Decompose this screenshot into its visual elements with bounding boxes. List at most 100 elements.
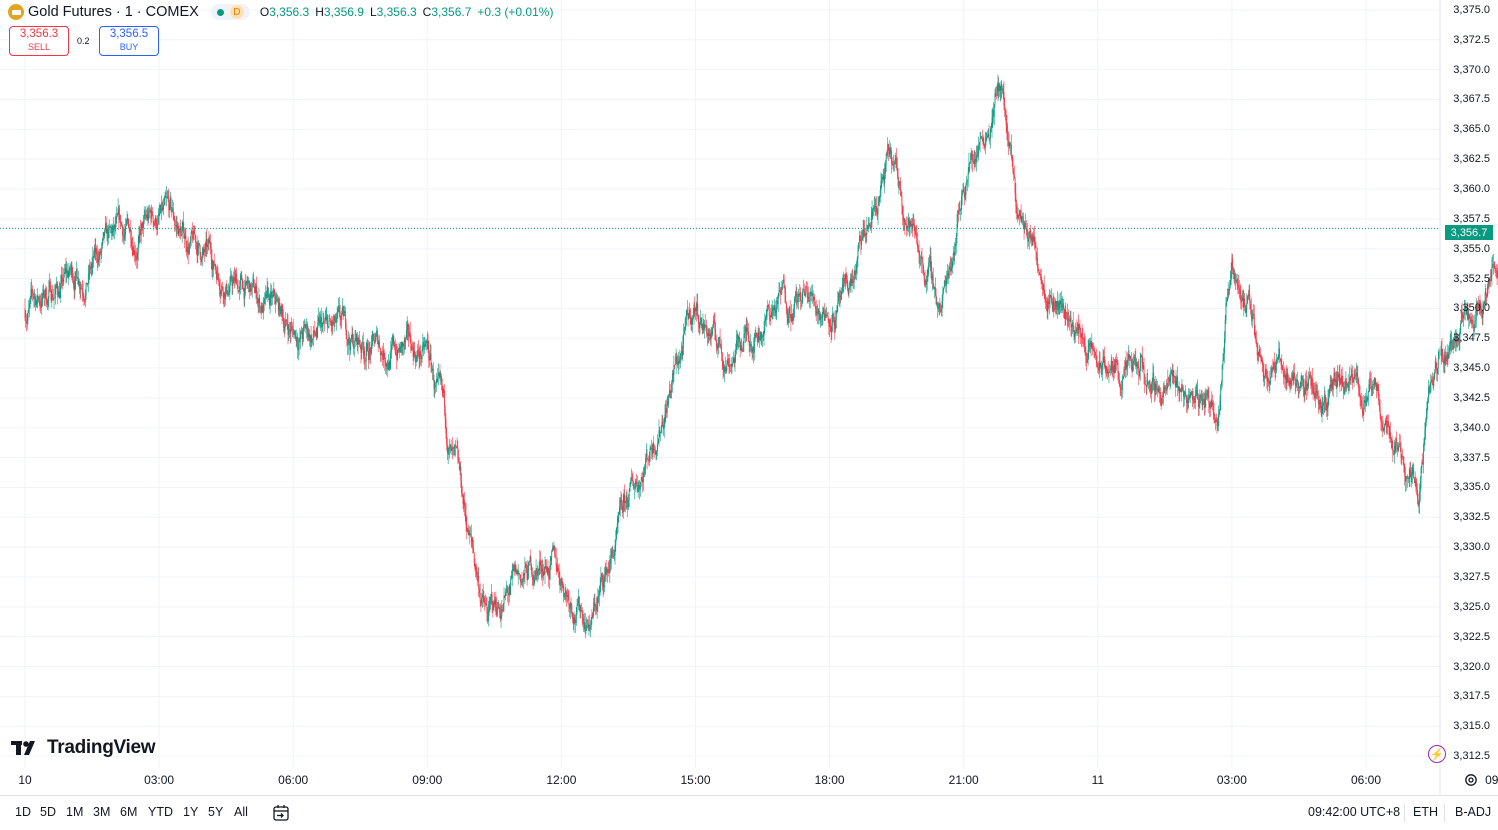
- clock-timezone[interactable]: 09:42:00 UTC+8: [1308, 805, 1401, 819]
- candle-body: [72, 280, 74, 285]
- candle-body: [822, 307, 824, 317]
- candle-body: [520, 581, 522, 583]
- candle-body: [730, 365, 732, 368]
- candle-body: [922, 257, 924, 266]
- candle-body: [440, 376, 442, 378]
- price-tick-label: 3,365.0: [1453, 123, 1490, 136]
- candle-body: [246, 281, 248, 284]
- candle-body: [69, 267, 71, 270]
- candle-body: [884, 173, 886, 184]
- candle-body: [1063, 309, 1065, 311]
- candle-body: [1124, 369, 1126, 371]
- range-button-5y[interactable]: 5Y: [208, 805, 224, 819]
- candle-body: [1164, 386, 1166, 389]
- range-button-1y[interactable]: 1Y: [183, 805, 199, 819]
- candle-body: [251, 283, 253, 289]
- candle-body: [1315, 390, 1317, 392]
- price-tick-label: 3,320.0: [1453, 660, 1490, 673]
- buy-button[interactable]: 3,356.5 BUY: [99, 26, 159, 56]
- range-button-all[interactable]: All: [234, 805, 248, 819]
- candle-body: [654, 449, 656, 455]
- candle-body: [1224, 338, 1225, 354]
- candle-body: [561, 578, 563, 583]
- candle-body: [236, 273, 238, 285]
- candle-body: [599, 584, 601, 591]
- sell-price: 3,356.3: [19, 28, 59, 40]
- candle-body: [896, 157, 898, 168]
- range-button-ytd[interactable]: YTD: [148, 805, 173, 819]
- candle-body: [605, 566, 607, 574]
- candle-body: [387, 366, 389, 371]
- candle-body: [1158, 388, 1160, 393]
- candle-body: [87, 283, 89, 285]
- candle-body: [808, 296, 810, 302]
- candle-body: [850, 278, 851, 287]
- range-button-1m[interactable]: 1M: [66, 805, 84, 819]
- candle-body: [1316, 390, 1318, 392]
- range-button-6m[interactable]: 6M: [120, 805, 138, 819]
- candle-body: [511, 575, 512, 579]
- candle-body: [490, 593, 492, 598]
- lightning-icon[interactable]: ⚡: [1428, 745, 1446, 763]
- candle-body: [1137, 366, 1139, 369]
- candle-body: [1407, 477, 1409, 479]
- price-chart[interactable]: [0, 0, 1498, 795]
- candle-body: [1446, 355, 1447, 362]
- candle-body: [1326, 403, 1327, 411]
- adjustment-toggle[interactable]: B-ADJ: [1455, 805, 1492, 819]
- candle-body: [398, 347, 400, 351]
- candle-body: [744, 333, 746, 335]
- symbol-title[interactable]: Gold Futures · 1 · COMEX: [28, 4, 199, 20]
- candle-body: [634, 484, 636, 488]
- candle-body: [1110, 360, 1112, 369]
- candle-body: [885, 163, 886, 174]
- go-to-date-icon[interactable]: [271, 803, 291, 823]
- candle-body: [657, 443, 658, 451]
- candle-body: [902, 206, 904, 216]
- candle-body: [490, 597, 492, 602]
- candle-body: [610, 550, 612, 559]
- candle-body: [1437, 358, 1439, 368]
- candle-body: [1202, 399, 1204, 405]
- price-tick-label: 3,352.5: [1453, 272, 1490, 285]
- candle-body: [733, 357, 734, 363]
- candle-body: [680, 351, 682, 354]
- settings-gear-icon[interactable]: [1464, 773, 1478, 787]
- candle-body: [129, 228, 131, 232]
- tradingview-logo[interactable]: TradingView: [11, 737, 156, 759]
- range-button-5d[interactable]: 5D: [40, 805, 56, 819]
- candle-body: [584, 622, 586, 631]
- candle-body: [1080, 328, 1082, 338]
- candle-body: [1141, 355, 1143, 357]
- candle-body: [315, 335, 317, 338]
- candle-body: [702, 322, 704, 331]
- candle-body: [1094, 351, 1096, 353]
- candle-body: [1270, 368, 1272, 377]
- candle-body: [753, 346, 755, 354]
- candle-body: [1351, 374, 1353, 375]
- candle-body: [1044, 293, 1046, 299]
- candle-body: [691, 324, 693, 325]
- candle-body: [659, 430, 661, 433]
- range-button-3m[interactable]: 3M: [93, 805, 111, 819]
- candle-body: [716, 346, 718, 349]
- candle-body: [498, 607, 500, 609]
- candle-body: [144, 214, 146, 216]
- candle-body: [983, 144, 985, 146]
- candle-body: [632, 480, 634, 486]
- candle-body: [62, 280, 64, 282]
- candle-body: [272, 294, 274, 296]
- sell-button[interactable]: 3,356.3 SELL: [9, 26, 69, 56]
- candle-body: [668, 389, 670, 397]
- candle-body: [727, 359, 729, 366]
- candle-body: [869, 224, 871, 227]
- market-status-pill[interactable]: D: [210, 4, 250, 20]
- range-button-1d[interactable]: 1D: [15, 805, 31, 819]
- session-toggle[interactable]: ETH: [1413, 805, 1438, 819]
- candle-body: [1288, 382, 1290, 385]
- candle-body: [560, 578, 562, 586]
- candle-body: [554, 555, 556, 557]
- candle-body: [872, 209, 874, 212]
- candle-body: [505, 591, 506, 596]
- candle-body: [359, 344, 361, 348]
